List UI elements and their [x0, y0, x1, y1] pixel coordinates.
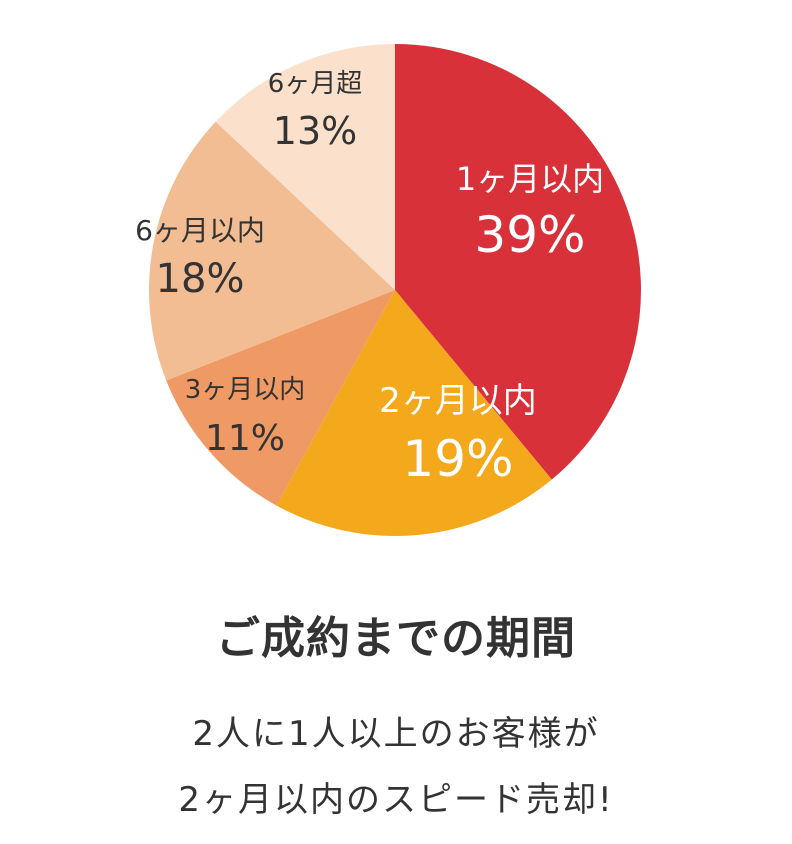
slice-category-label: 6ヶ月超 [268, 69, 363, 99]
pie-chart-svg: 1ヶ月以内 39% 2ヶ月以内 19% 3ヶ月以内 11% 6ヶ月以内 18% 6ヶ月超 13% [135, 44, 641, 536]
slice-value-label: 11% [205, 418, 285, 459]
caption-line-1: 2人に1人以上のお客様が [192, 714, 600, 754]
slice-category-label: 1ヶ月以内 [456, 160, 604, 198]
pie-slice-3 [166, 290, 395, 506]
slice-value-label: 39% [474, 206, 585, 264]
slice-value-label: 19% [402, 430, 513, 488]
pie-slice-4 [148, 121, 395, 381]
chart-title: ご成約までの期間 [216, 613, 576, 664]
pie-slice-5 [215, 44, 395, 290]
slice-category-label: 6ヶ月以内 [135, 214, 265, 247]
slice-value-label: 18% [156, 256, 245, 302]
slice-category-label: 3ヶ月以内 [185, 375, 306, 405]
pie-slice-1 [395, 44, 641, 480]
slice-value-label: 13% [273, 109, 357, 153]
pie-slice-2 [276, 290, 552, 536]
caption-line-2: 2ヶ月以内のスピード売却! [178, 780, 614, 820]
slice-category-label: 2ヶ月以内 [379, 381, 537, 421]
pie-chart: 1ヶ月以内 39% 2ヶ月以内 19% 3ヶ月以内 11% 6ヶ月以内 18% 6ヶ月超 13% [135, 44, 641, 536]
